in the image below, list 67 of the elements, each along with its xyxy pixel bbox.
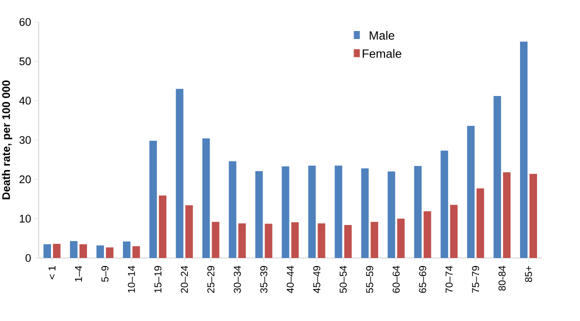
bar (414, 166, 422, 258)
bar (255, 171, 263, 258)
bar (467, 126, 475, 258)
bar (476, 188, 484, 258)
bar (388, 171, 396, 258)
y-tick-label: 60 (20, 18, 31, 26)
bar (440, 150, 448, 258)
x-tick-label: 5–9 (101, 266, 108, 282)
bar (176, 88, 184, 258)
bar (397, 218, 405, 258)
bar (185, 205, 193, 258)
bar (344, 224, 352, 258)
bar (308, 166, 316, 258)
y-tick-label: 0 (26, 254, 31, 262)
bar (44, 244, 52, 258)
y-tick-label: 10 (20, 214, 31, 223)
bar (282, 166, 290, 258)
bar (318, 223, 326, 258)
x-tick-label: 35–39 (260, 266, 268, 293)
bar (212, 222, 220, 258)
bar (503, 172, 511, 258)
bar (149, 140, 157, 258)
x-tick-label: 75–79 (472, 266, 480, 293)
bar (530, 174, 538, 258)
bar (158, 195, 166, 258)
x-tick-label: 25–29 (207, 266, 214, 293)
bar (520, 42, 528, 258)
x-tick-label: 10–14 (128, 266, 135, 293)
x-tick-label: 85+ (524, 266, 532, 282)
y-tick-label: 30 (19, 136, 31, 144)
y-tick-label: 50 (19, 57, 31, 66)
bar (228, 161, 236, 258)
y-axis-title: Death rate, per 100 000 (2, 80, 12, 200)
bar (361, 168, 369, 258)
bar (334, 166, 342, 258)
y-tick-label: 40 (19, 96, 31, 105)
x-tick-label: 30–34 (234, 266, 241, 293)
bar (96, 245, 104, 258)
legend-label: Female (362, 49, 402, 58)
x-tick-label: 55–59 (366, 266, 374, 293)
x-tick-label: 80-84 (498, 266, 506, 291)
bar (122, 241, 130, 258)
y-tick-label: 20 (20, 175, 31, 184)
x-tick-label: 60–64 (392, 266, 400, 293)
legend-label: Male (370, 30, 394, 40)
x-tick-label: 40–44 (286, 266, 294, 294)
bar (238, 223, 246, 258)
bar (132, 246, 140, 258)
bar (370, 222, 378, 258)
bar (70, 241, 78, 258)
x-tick-label: 15–19 (154, 266, 162, 293)
x-tick-label: 1–4 (75, 266, 82, 282)
x-tick-label: 50–54 (340, 266, 347, 293)
x-tick-label: 20–24 (180, 266, 188, 293)
bar (106, 247, 114, 258)
bar (494, 96, 502, 258)
bar (79, 244, 87, 258)
x-tick-label: < 1 (48, 266, 56, 280)
x-tick-label: 70–74 (446, 266, 453, 293)
bar (291, 222, 299, 258)
x-tick-label: 65–69 (419, 266, 426, 293)
bar (202, 138, 210, 258)
bar (424, 211, 432, 258)
bar (450, 204, 458, 258)
bar (264, 224, 272, 258)
bar (52, 244, 60, 258)
x-tick-label: 45–49 (313, 266, 320, 294)
